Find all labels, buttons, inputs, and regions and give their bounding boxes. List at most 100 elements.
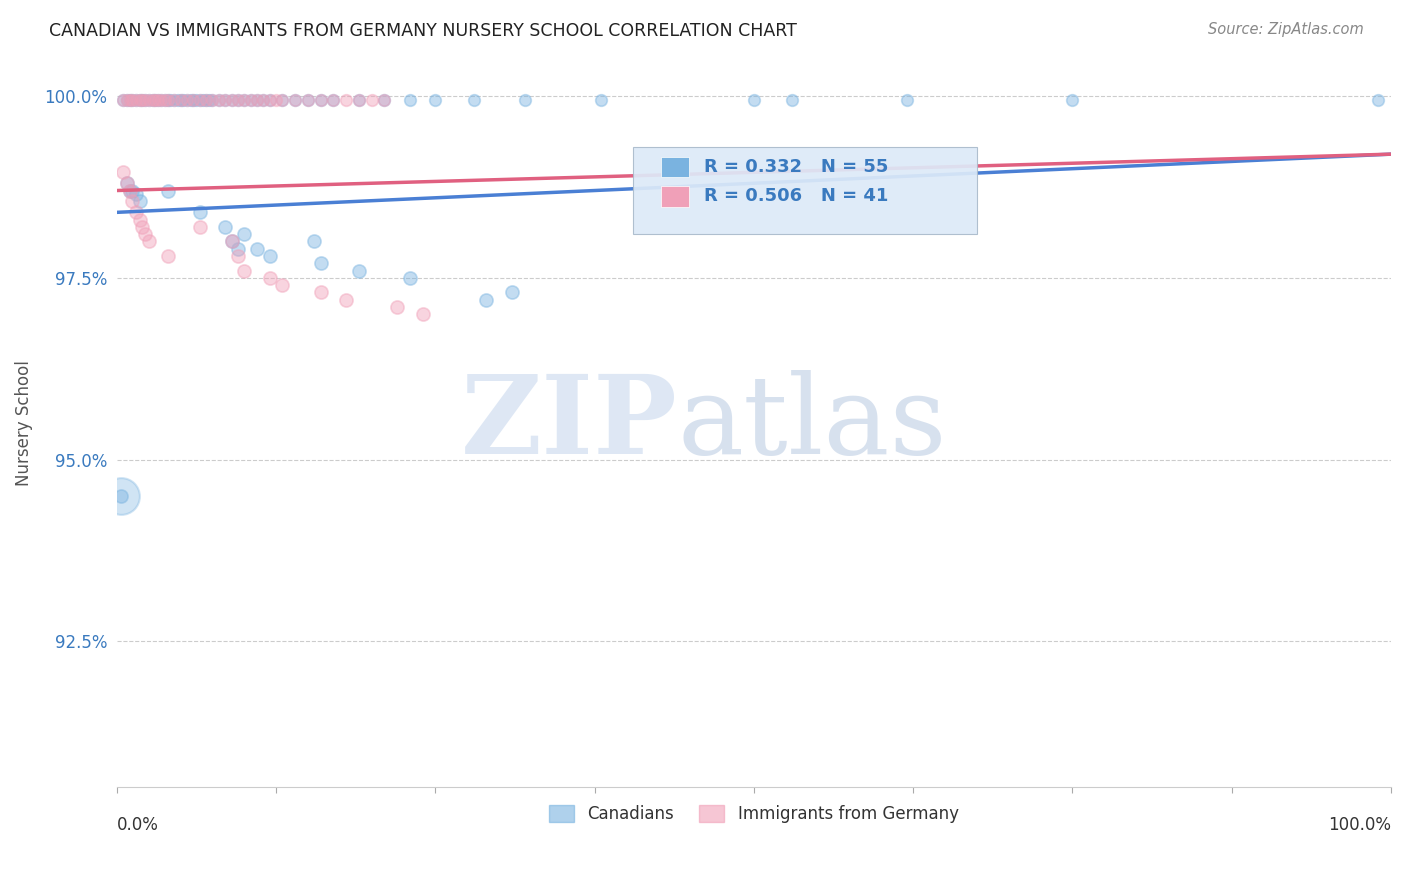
Text: 0.0%: 0.0%	[117, 816, 159, 834]
Point	[463, 93, 485, 107]
Point	[128, 194, 150, 209]
Point	[143, 93, 166, 107]
Point	[128, 212, 150, 227]
Point	[399, 93, 422, 107]
Point	[208, 93, 231, 107]
Point	[134, 93, 156, 107]
Point	[214, 219, 236, 234]
Point	[309, 93, 332, 107]
Point	[271, 93, 294, 107]
Point	[335, 93, 357, 107]
Point	[221, 235, 243, 249]
Point	[1367, 93, 1389, 107]
Text: R = 0.332   N = 55: R = 0.332 N = 55	[704, 158, 889, 177]
Point	[138, 93, 160, 107]
Point	[128, 93, 150, 107]
Point	[134, 93, 156, 107]
Point	[150, 93, 173, 107]
Point	[252, 93, 274, 107]
Point	[297, 93, 319, 107]
Point	[246, 93, 269, 107]
Point	[475, 293, 498, 307]
Point	[143, 93, 166, 107]
Point	[181, 93, 204, 107]
Point	[167, 93, 190, 107]
Point	[125, 93, 148, 107]
Point	[264, 93, 287, 107]
Point	[233, 263, 256, 277]
Point	[110, 489, 132, 503]
Point	[271, 278, 294, 293]
Point	[347, 93, 370, 107]
Point	[156, 93, 179, 107]
Point	[184, 93, 207, 107]
Point	[347, 93, 370, 107]
Point	[163, 93, 186, 107]
Point	[360, 93, 382, 107]
Point	[146, 93, 169, 107]
Point	[180, 93, 202, 107]
Legend: Canadians, Immigrants from Germany: Canadians, Immigrants from Germany	[543, 798, 966, 830]
Point	[121, 184, 143, 198]
Text: 100.0%: 100.0%	[1329, 816, 1391, 834]
Point	[115, 93, 138, 107]
FancyBboxPatch shape	[633, 147, 977, 235]
Point	[259, 93, 281, 107]
Point	[226, 93, 249, 107]
Point	[425, 93, 447, 107]
Point	[121, 93, 143, 107]
Point	[221, 235, 243, 249]
Point	[176, 93, 198, 107]
Point	[172, 93, 194, 107]
Point	[131, 219, 153, 234]
Text: Source: ZipAtlas.com: Source: ZipAtlas.com	[1208, 22, 1364, 37]
Point	[233, 93, 256, 107]
Point	[115, 93, 138, 107]
Point	[259, 249, 281, 263]
Point	[304, 235, 326, 249]
Point	[742, 93, 765, 107]
Point	[112, 93, 135, 107]
Point	[188, 205, 211, 219]
Point	[195, 93, 218, 107]
Point	[246, 93, 269, 107]
Text: R = 0.506   N = 41: R = 0.506 N = 41	[704, 187, 889, 205]
Point	[233, 227, 256, 242]
Text: ZIP: ZIP	[461, 370, 678, 476]
Point	[159, 93, 181, 107]
Point	[112, 93, 135, 107]
Point	[347, 263, 370, 277]
Point	[297, 93, 319, 107]
Point	[309, 256, 332, 270]
Point	[131, 93, 153, 107]
Point	[221, 93, 243, 107]
Point	[335, 293, 357, 307]
Point	[412, 307, 434, 321]
Point	[589, 93, 612, 107]
Bar	[661, 157, 689, 178]
Point	[201, 93, 224, 107]
Point	[150, 93, 173, 107]
Point	[141, 93, 163, 107]
Point	[322, 93, 344, 107]
Point	[195, 93, 218, 107]
Point	[169, 93, 191, 107]
Point	[176, 93, 198, 107]
Point	[373, 93, 395, 107]
Text: CANADIAN VS IMMIGRANTS FROM GERMANY NURSERY SCHOOL CORRELATION CHART: CANADIAN VS IMMIGRANTS FROM GERMANY NURS…	[49, 22, 797, 40]
Point	[118, 184, 141, 198]
Point	[193, 93, 215, 107]
Point	[271, 93, 294, 107]
Point	[284, 93, 307, 107]
Point	[373, 93, 395, 107]
Point	[155, 93, 177, 107]
Point	[214, 93, 236, 107]
Point	[399, 270, 422, 285]
Point	[181, 93, 204, 107]
Point	[214, 93, 236, 107]
Text: atlas: atlas	[678, 370, 948, 476]
Point	[118, 184, 141, 198]
Point	[188, 219, 211, 234]
Bar	[661, 186, 689, 207]
Point	[131, 93, 153, 107]
